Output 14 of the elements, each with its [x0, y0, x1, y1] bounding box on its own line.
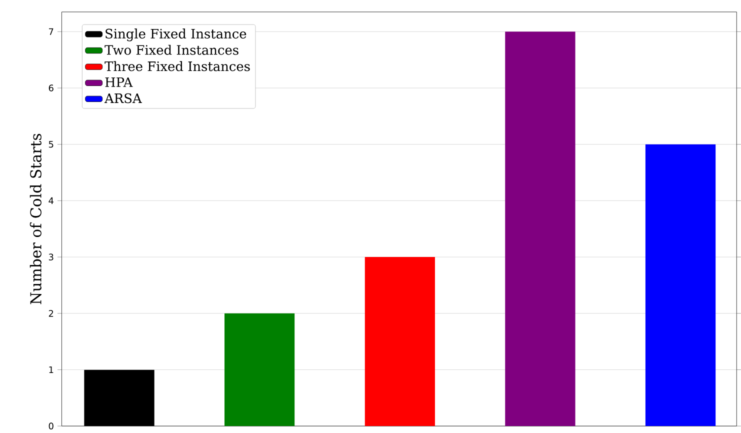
- y-tick-label: 1: [49, 366, 54, 374]
- y-tick-label: 3: [48, 254, 54, 261]
- legend-label: Two Fixed Instances: [104, 44, 238, 55]
- y-tick-label: 5: [48, 141, 54, 148]
- y-tick-label: 0: [48, 422, 54, 430]
- legend-label: Single Fixed Instance: [106, 28, 246, 42]
- legend-label: Three Fixed Instances: [104, 61, 250, 72]
- y-tick-label: 4: [48, 198, 54, 204]
- y-tick-label: 2: [48, 310, 54, 317]
- legend-label: ARSA: [104, 93, 142, 104]
- y-tick-label: 6: [48, 84, 54, 92]
- y-axis-title: Number of Cold Starts: [30, 134, 42, 304]
- y-tick-label: 7: [49, 28, 54, 36]
- legend-label: HPA: [105, 78, 133, 88]
